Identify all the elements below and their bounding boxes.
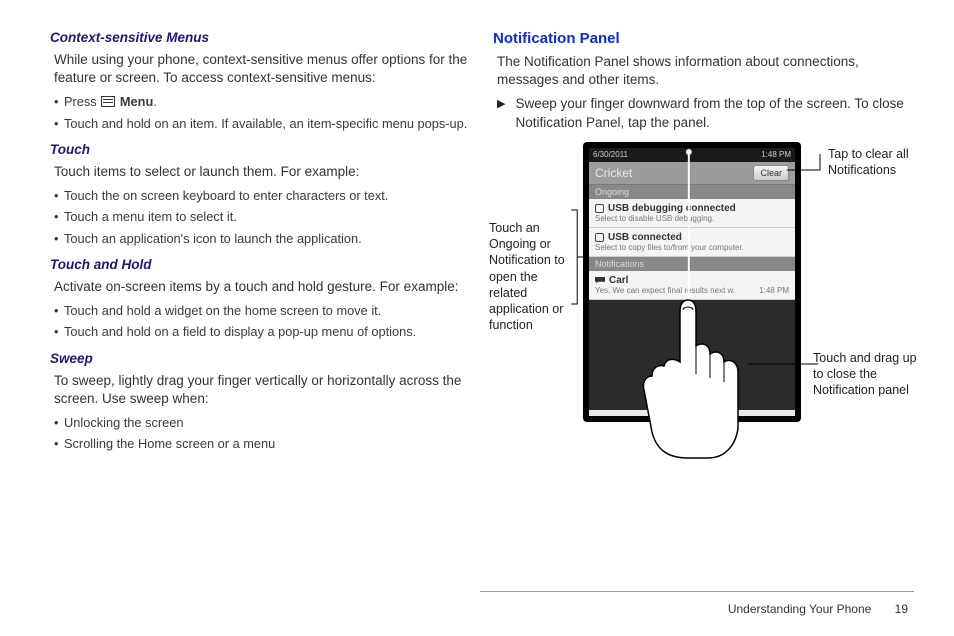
list-item: Touch the on screen keyboard to enter ch… <box>54 187 471 204</box>
para-touch-hold: Activate on-screen items by a touch and … <box>54 278 471 296</box>
caption-left: Touch an Ongoing or Notification to open… <box>489 220 569 334</box>
heading-touch-hold: Touch and Hold <box>50 257 471 272</box>
notif-title: USB connected <box>608 232 682 243</box>
usb-icon <box>595 233 604 242</box>
notif-title: USB debugging connected <box>608 203 736 214</box>
page-columns: Context-sensitive Menus While using your… <box>50 30 914 472</box>
list-item: Touch and hold a widget on the home scre… <box>54 302 471 319</box>
para-sweep: To sweep, lightly drag your finger verti… <box>54 372 471 408</box>
text-press: Press <box>64 94 100 109</box>
status-bar: 6/30/2011 1:48 PM <box>589 148 795 162</box>
para-context-menus: While using your phone, context-sensitiv… <box>54 51 471 87</box>
arrow-text: Sweep your finger downward from the top … <box>515 95 914 131</box>
notif-desc: Select to disable USB debugging. <box>595 214 789 223</box>
page-number: 19 <box>895 602 908 616</box>
list-item: Unlocking the screen <box>54 414 471 431</box>
message-icon <box>595 277 605 284</box>
list-context-menus: Press Menu. Touch and hold on an item. I… <box>54 93 471 132</box>
list-touch-hold: Touch and hold a widget on the home scre… <box>54 302 471 341</box>
heading-sweep: Sweep <box>50 351 471 366</box>
heading-context-menus: Context-sensitive Menus <box>50 30 471 45</box>
footer-rule <box>480 591 914 592</box>
para-touch: Touch items to select or launch them. Fo… <box>54 163 471 181</box>
heading-notification-panel: Notification Panel <box>493 30 914 47</box>
list-item: Touch and hold on a field to display a p… <box>54 323 471 340</box>
list-sweep: Unlocking the screen Scrolling the Home … <box>54 414 471 453</box>
page-footer: Understanding Your Phone 19 <box>728 602 908 616</box>
carrier-label: Cricket <box>595 166 632 180</box>
notif-desc: Select to copy files to/from your comput… <box>595 243 789 252</box>
para-notification-panel: The Notification Panel shows information… <box>497 53 914 89</box>
notification-diagram: Touch an Ongoing or Notification to open… <box>493 142 914 472</box>
list-item: Press Menu. <box>54 93 471 110</box>
text-menu-bold: Menu <box>120 94 153 109</box>
footer-section: Understanding Your Phone <box>728 602 871 616</box>
list-item: Touch a menu item to select it. <box>54 208 471 225</box>
notif-time: 1:48 PM <box>759 286 789 295</box>
finger-illustration <box>638 292 748 462</box>
caption-right-drag: Touch and drag up to close the Notificat… <box>813 350 918 399</box>
right-column: Notification Panel The Notification Pane… <box>493 30 914 472</box>
usb-icon <box>595 204 604 213</box>
arrow-instruction: ▶ Sweep your finger downward from the to… <box>497 95 914 131</box>
notification-item[interactable]: USB connected Select to copy files to/fr… <box>589 228 795 257</box>
text-period: . <box>153 94 157 109</box>
left-column: Context-sensitive Menus While using your… <box>50 30 471 472</box>
arrow-icon: ▶ <box>497 95 505 131</box>
notification-item[interactable]: USB debugging connected Select to disabl… <box>589 199 795 228</box>
caption-right-clear: Tap to clear all Notifications <box>828 146 918 179</box>
ongoing-label: Ongoing <box>589 185 795 199</box>
list-item: Scrolling the Home screen or a menu <box>54 435 471 452</box>
notif-title: Carl <box>609 275 628 286</box>
menu-icon <box>101 96 115 107</box>
list-item: Touch and hold on an item. If available,… <box>54 115 471 132</box>
list-touch: Touch the on screen keyboard to enter ch… <box>54 187 471 247</box>
list-item: Touch an application's icon to launch th… <box>54 230 471 247</box>
status-date: 6/30/2011 <box>593 150 628 159</box>
status-time: 1:48 PM <box>761 150 791 159</box>
panel-header: Cricket Clear <box>589 162 795 185</box>
clear-button[interactable]: Clear <box>753 165 789 181</box>
notifications-label: Notifications <box>589 257 795 271</box>
heading-touch: Touch <box>50 142 471 157</box>
